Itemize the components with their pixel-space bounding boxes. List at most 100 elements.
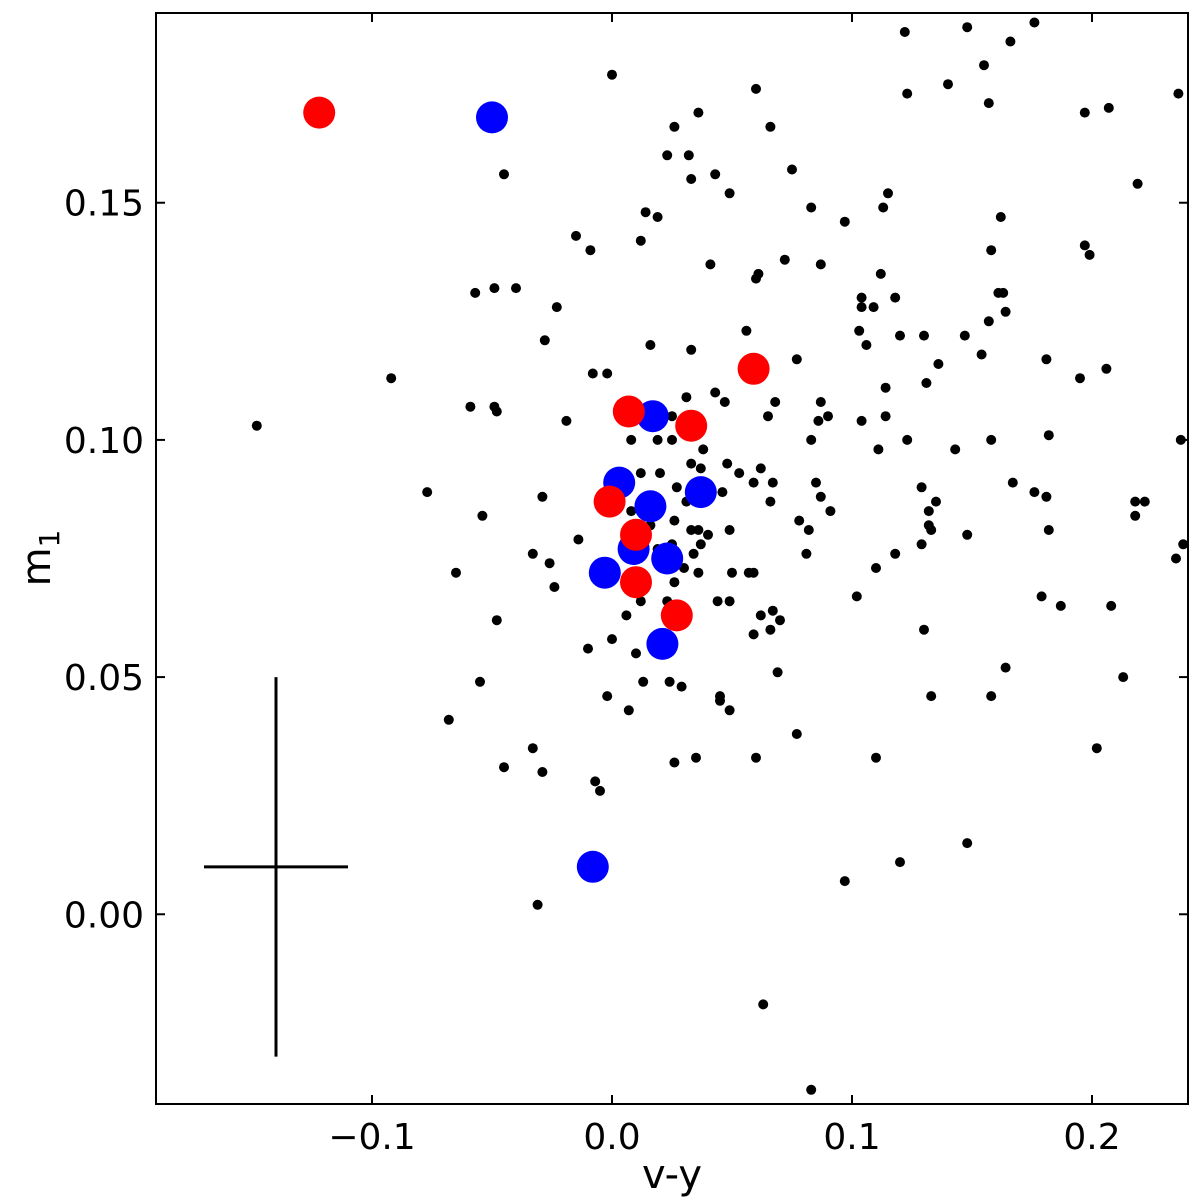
- data-point: [1041, 491, 1052, 502]
- data-point: [499, 169, 509, 180]
- data-point: [861, 340, 872, 350]
- data-point: [856, 415, 867, 426]
- data-point: [1084, 249, 1095, 260]
- data-point: [688, 548, 699, 559]
- data-point: [979, 60, 989, 71]
- y-axis-title-group: m1: [14, 530, 66, 587]
- data-point: [943, 79, 953, 90]
- data-point: [634, 490, 667, 523]
- data-point: [919, 624, 929, 635]
- data-point: [710, 387, 721, 398]
- data-point: [686, 458, 697, 469]
- data-point: [919, 330, 929, 341]
- data-point: [491, 406, 502, 417]
- data-point: [1130, 496, 1141, 507]
- data-point: [652, 212, 663, 222]
- data-point: [763, 411, 773, 422]
- data-point: [727, 567, 737, 578]
- data-point: [491, 615, 502, 626]
- data-point: [1103, 102, 1114, 113]
- data-point: [623, 705, 634, 716]
- data-point: [710, 169, 721, 180]
- data-point: [962, 838, 973, 849]
- data-point: [537, 767, 548, 777]
- data-point: [621, 610, 632, 621]
- data-point: [719, 397, 730, 407]
- data-point: [593, 485, 626, 518]
- data-point: [669, 757, 680, 768]
- data-point: [705, 259, 716, 270]
- data-point: [803, 525, 814, 535]
- data-points: [251, 17, 1189, 1095]
- data-point: [635, 235, 646, 246]
- data-point: [931, 496, 941, 507]
- data-point: [890, 548, 901, 559]
- data-point: [811, 477, 821, 488]
- data-point: [667, 434, 677, 445]
- error-bar: [204, 677, 348, 1057]
- data-point: [851, 591, 862, 602]
- data-point: [875, 268, 886, 279]
- data-point: [813, 415, 824, 426]
- data-point: [532, 899, 543, 910]
- data-point: [703, 529, 713, 540]
- data-point: [1178, 539, 1189, 550]
- data-point: [724, 525, 735, 535]
- data-point: [806, 1084, 817, 1095]
- data-point: [475, 676, 485, 687]
- data-point: [470, 287, 481, 298]
- data-point: [612, 395, 645, 428]
- data-point: [635, 596, 646, 607]
- data-point: [758, 999, 769, 1010]
- data-point: [899, 27, 910, 37]
- data-point: [422, 487, 433, 498]
- data-point: [595, 785, 605, 796]
- data-point: [695, 463, 706, 474]
- data-point: [585, 245, 596, 256]
- data-point: [806, 202, 817, 213]
- data-point: [588, 556, 621, 589]
- data-point: [587, 368, 598, 379]
- data-point: [662, 150, 673, 161]
- data-point: [1171, 553, 1181, 564]
- data-point: [1041, 354, 1052, 365]
- data-point: [880, 382, 891, 393]
- data-point: [779, 254, 790, 265]
- data-point: [854, 325, 865, 336]
- data-point: [983, 98, 994, 109]
- data-point: [1055, 600, 1066, 611]
- data-point: [741, 325, 752, 336]
- data-point: [825, 506, 836, 517]
- data-point: [1000, 662, 1011, 673]
- data-point: [787, 164, 797, 175]
- data-point: [986, 691, 997, 702]
- data-point: [772, 667, 783, 678]
- data-point: [883, 188, 893, 199]
- data-point: [686, 344, 697, 355]
- data-point: [734, 468, 745, 479]
- data-point: [873, 444, 884, 455]
- data-point: [590, 776, 601, 787]
- data-point: [664, 676, 675, 687]
- data-point: [748, 629, 759, 640]
- data-point: [636, 400, 669, 433]
- data-point: [686, 525, 697, 535]
- data-point: [950, 444, 961, 455]
- data-point: [499, 762, 509, 773]
- data-point: [669, 577, 680, 588]
- data-point: [511, 283, 521, 294]
- data-point: [767, 605, 778, 616]
- data-point: [921, 378, 932, 388]
- data-point: [995, 212, 1006, 222]
- data-point: [602, 368, 613, 379]
- data-point: [791, 354, 802, 365]
- data-point: [998, 287, 1009, 298]
- data-point: [681, 392, 692, 403]
- data-point: [722, 458, 733, 469]
- data-point: [751, 752, 761, 763]
- data-point: [645, 340, 656, 350]
- data-point: [737, 352, 770, 385]
- data-point: [1173, 88, 1184, 99]
- data-point: [576, 850, 609, 883]
